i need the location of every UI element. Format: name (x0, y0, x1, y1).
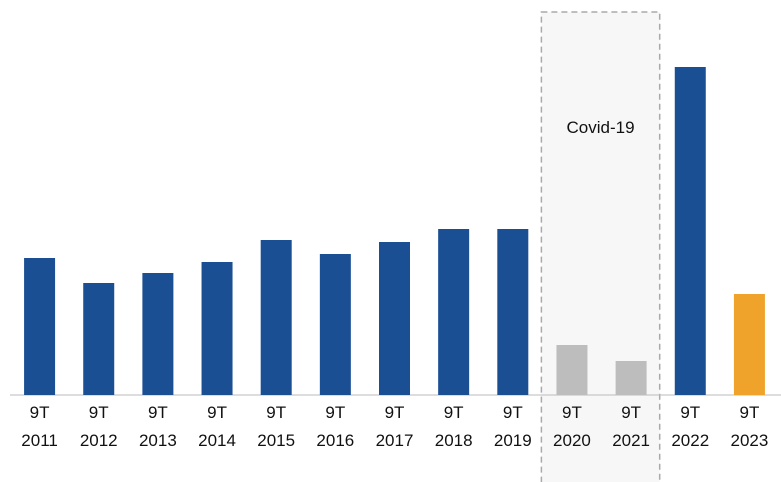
x-tick-label: 9T 2021 (612, 403, 650, 450)
bar (83, 283, 115, 395)
x-tick-label: 9T 2011 (21, 403, 58, 450)
bar (733, 294, 765, 395)
x-tick-label-line: 2021 (612, 431, 650, 450)
x-tick-label: 9T 2018 (435, 403, 473, 450)
x-tick-label-line: 2016 (316, 431, 354, 450)
x-tick-label: 9T 2019 (494, 403, 532, 450)
x-tick-label-line: 9T (562, 403, 582, 422)
x-tick-label: 9T 2015 (257, 403, 295, 450)
bar (379, 242, 410, 395)
bar (24, 258, 56, 395)
x-tick-label-line: 2019 (494, 431, 532, 450)
x-tick-label-line: 2015 (257, 431, 295, 450)
x-tick-label-line: 9T (503, 403, 523, 422)
x-tick-label-line: 2023 (731, 431, 769, 450)
x-tick-label: 9T 2014 (198, 403, 236, 450)
x-tick-label-line: 9T (680, 403, 700, 422)
bar (674, 67, 706, 395)
x-tick-label-line: 9T (266, 403, 286, 422)
bar (497, 229, 529, 395)
x-tick-label-line: 9T (385, 403, 405, 422)
bar (142, 273, 174, 395)
x-tick-label-line: 2022 (671, 431, 709, 450)
highlight-box (540, 11, 661, 482)
x-tick-label: 9T 2016 (316, 403, 354, 450)
x-tick-label-line: 2012 (80, 431, 118, 450)
x-tick-label-line: 9T (30, 403, 50, 422)
x-tick-label: 9T 2022 (671, 403, 709, 450)
bar (556, 345, 588, 395)
x-tick-label-line: 9T (621, 403, 641, 422)
x-tick-label-line: 9T (325, 403, 345, 422)
x-tick-label-line: 2017 (376, 431, 414, 450)
bar (260, 240, 292, 395)
annotation: Covid-19 (567, 118, 635, 137)
x-tick-label-line: 2020 (553, 431, 591, 450)
x-tick-label: 9T 2017 (376, 403, 414, 450)
x-tick-label: 9T 2020 (553, 403, 591, 450)
x-tick-label: 9T 2013 (139, 403, 177, 450)
bar (438, 229, 470, 395)
x-tick-label-line: 9T (740, 403, 760, 422)
x-tick-label-line: 2011 (21, 431, 58, 450)
x-tick-label: 9T 2023 (731, 403, 769, 450)
x-tick-label-line: 2014 (198, 431, 236, 450)
x-tick-label-line: 9T (444, 403, 464, 422)
x-tick-label-line: 9T (207, 403, 227, 422)
x-tick-label: 9T 2012 (80, 403, 118, 450)
x-tick-label-line: 2018 (435, 431, 473, 450)
bar (201, 262, 233, 395)
bar (615, 361, 647, 395)
x-tick-label-line: 9T (148, 403, 168, 422)
bar (319, 254, 351, 395)
x-tick-label-line: 2013 (139, 431, 177, 450)
x-tick-label-line: 9T (89, 403, 109, 422)
